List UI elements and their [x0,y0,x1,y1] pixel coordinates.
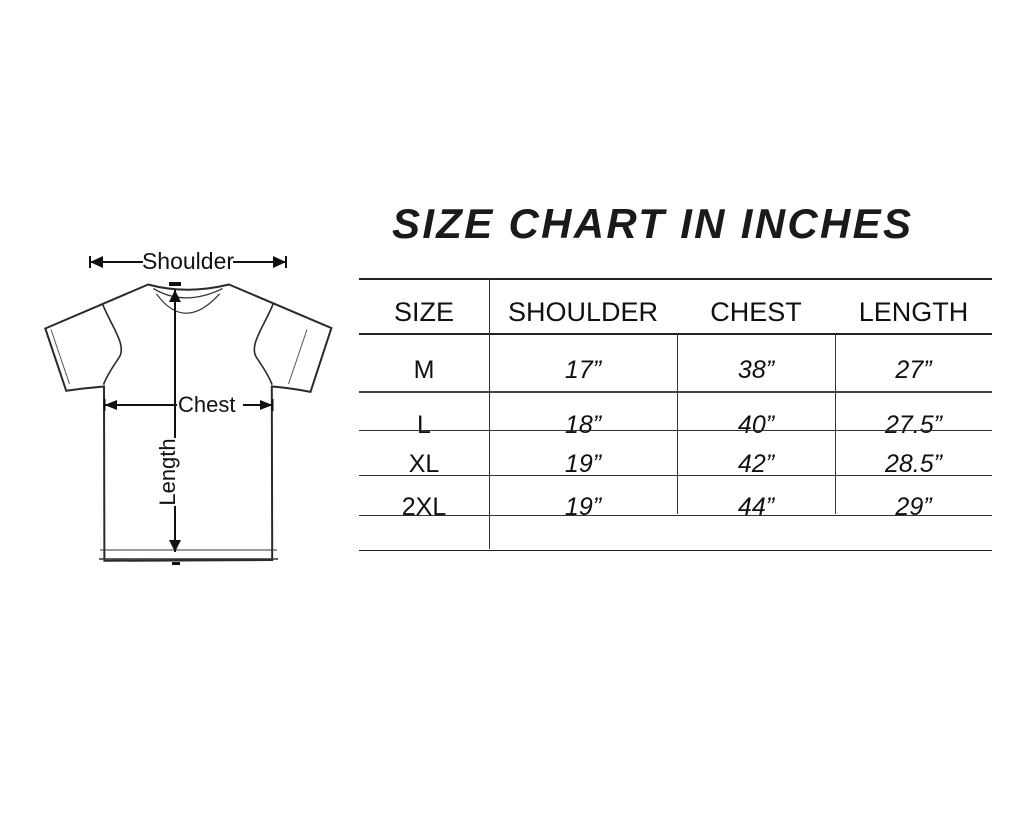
svg-text:Length: Length [155,438,180,505]
svg-text:Chest: Chest [178,392,235,417]
svg-text:Shoulder: Shoulder [142,250,234,274]
